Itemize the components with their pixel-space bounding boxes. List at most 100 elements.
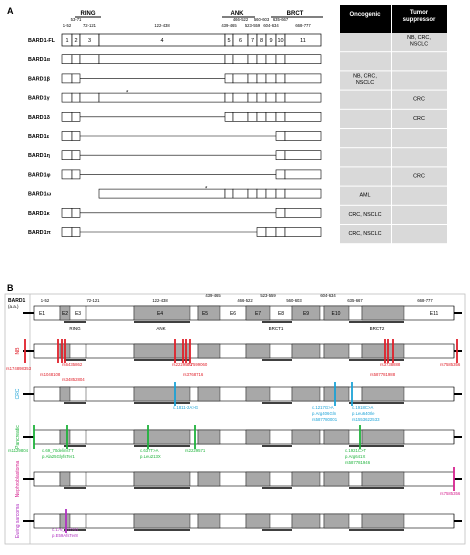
exon-box bbox=[247, 73, 258, 84]
exon-box bbox=[284, 150, 322, 160]
exon-box bbox=[71, 92, 81, 103]
exon-box bbox=[275, 92, 286, 103]
variant-label: rs6435862 bbox=[62, 362, 83, 367]
variant-label: rs3738888 bbox=[380, 362, 401, 367]
exon-box bbox=[284, 54, 322, 65]
b-range-label: 523-559 bbox=[260, 293, 276, 298]
exon-box bbox=[61, 92, 73, 103]
exon-box bbox=[284, 227, 322, 237]
cancer-label: CRC bbox=[15, 388, 21, 399]
tumor-suppressor-value: NB, CRC, NSCLC bbox=[407, 35, 431, 48]
variant-label: rs174898353 bbox=[6, 366, 32, 371]
isoform-row: BARD1ε bbox=[28, 129, 447, 148]
oncogenic-value: NB, CRC, NSCLC bbox=[353, 73, 377, 86]
variant-label: c.176_177AG bbox=[52, 527, 79, 532]
exon-box bbox=[265, 188, 277, 199]
exon-number: 3 bbox=[88, 38, 91, 44]
shaded-segment bbox=[361, 429, 405, 445]
tumor-suppressor-cell bbox=[392, 148, 447, 167]
exon-label: E8 bbox=[278, 311, 284, 317]
shaded-segment bbox=[291, 386, 321, 402]
isoform-name: BARD1-FL bbox=[28, 38, 56, 44]
oncogenic-header-cell bbox=[340, 5, 391, 33]
shaded-segment bbox=[197, 513, 221, 529]
exon-box bbox=[275, 169, 286, 180]
range-label: 560-603 bbox=[254, 17, 270, 22]
isoform-name: BARD1ε bbox=[28, 134, 50, 140]
domain-title-ank: ANK bbox=[231, 11, 245, 17]
shaded-segment bbox=[361, 471, 405, 487]
exon-box bbox=[247, 112, 258, 122]
exon-label: E2 bbox=[62, 311, 68, 317]
exon-box bbox=[61, 208, 73, 218]
cancer-track: CRC c.1811-2A>G c.1217G>Ap.Arg406Glnrs5877… bbox=[15, 382, 462, 422]
exon-box bbox=[71, 112, 81, 122]
tumor-suppressor-header: Tumor suppressor bbox=[403, 10, 436, 23]
exon-box bbox=[224, 92, 234, 103]
oncogenic-cell bbox=[340, 71, 391, 90]
isoform-row: NB, CRC, NSCLC BARD1β bbox=[28, 71, 447, 90]
tumor-suppressor-cell bbox=[392, 129, 447, 148]
exon-box bbox=[61, 227, 73, 237]
variant-label: rs3768716 bbox=[183, 372, 204, 377]
variant-label: c.69_70delinsTT bbox=[42, 448, 74, 453]
cancer-label: NB bbox=[15, 347, 21, 355]
exon-box bbox=[256, 73, 267, 84]
shaded-segment bbox=[197, 471, 221, 487]
isoform-row: AML BARD1ω * bbox=[28, 186, 447, 205]
exon-box bbox=[284, 208, 322, 218]
exon-box bbox=[284, 33, 322, 47]
b-range-label: 668-777 bbox=[417, 298, 433, 303]
exon-box bbox=[71, 54, 81, 65]
exon-number: 9 bbox=[269, 38, 272, 44]
exon-box bbox=[275, 227, 286, 237]
exon-box bbox=[247, 188, 258, 199]
isoform-row: NB, CRC, NSCLC BARD1-FL 1 2 3 4 5 6 7 8 9 10 11 bbox=[28, 33, 447, 52]
exon-box bbox=[98, 92, 226, 103]
tumor-suppressor-cell bbox=[392, 186, 447, 205]
panel-b-label: B bbox=[7, 283, 14, 293]
b-range-label: 466-522 bbox=[237, 298, 253, 303]
stop-marker: * bbox=[205, 187, 208, 193]
exon-number: 1 bbox=[65, 38, 68, 44]
domain-label: RING bbox=[69, 326, 81, 331]
isoform-row: BARD1α bbox=[28, 52, 447, 71]
shaded-segment bbox=[361, 513, 405, 529]
shaded-segment bbox=[245, 343, 271, 359]
variant-label: rs7599060 bbox=[187, 362, 208, 367]
variant-label: rs1129804 bbox=[8, 448, 29, 453]
exon-box bbox=[224, 54, 234, 65]
b-range-label: 72-121 bbox=[86, 298, 100, 303]
tumor-suppressor-cell bbox=[392, 225, 447, 244]
b-range-label: 439-465 bbox=[205, 293, 221, 298]
range-label: 668-777 bbox=[295, 23, 311, 28]
domain-label: BRCT1 bbox=[269, 326, 284, 331]
exon-box bbox=[265, 92, 277, 103]
shaded-segment bbox=[323, 429, 350, 445]
exon-box bbox=[284, 73, 322, 84]
exon-box bbox=[232, 92, 249, 103]
variant-label: rs587781946 bbox=[345, 460, 371, 465]
variant-label: p.Leu640Ile bbox=[352, 411, 375, 416]
shaded-segment bbox=[323, 343, 350, 359]
exon-box bbox=[284, 112, 322, 122]
cancer-label: Nephroblastoma bbox=[15, 460, 21, 497]
oncogenic-cell bbox=[340, 129, 391, 148]
exon-box bbox=[275, 150, 286, 160]
exon-label: E7 bbox=[255, 311, 261, 317]
variant-label: c.1811-2A>G bbox=[173, 405, 199, 410]
shaded-segment bbox=[323, 513, 350, 529]
exon-box bbox=[61, 112, 73, 122]
shaded-segment bbox=[133, 305, 191, 321]
shaded-segment bbox=[361, 386, 405, 402]
variant-label: c.1217G>A bbox=[312, 405, 334, 410]
isoform-row: CRC, NSCLC BARD1κ bbox=[28, 205, 447, 224]
exon-number: 4 bbox=[160, 38, 163, 44]
shaded-segment bbox=[323, 305, 350, 321]
isoform-name: BARD1δ bbox=[28, 115, 51, 121]
exon-box bbox=[275, 188, 286, 199]
tumor-suppressor-cell bbox=[392, 52, 447, 71]
isoform-name: BARD1γ bbox=[28, 96, 50, 102]
range-label: 53-71 bbox=[71, 17, 82, 22]
